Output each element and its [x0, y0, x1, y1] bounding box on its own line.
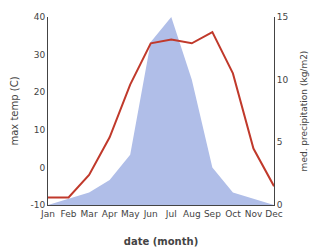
svg-text:Feb: Feb — [61, 209, 77, 219]
svg-text:Jan: Jan — [40, 209, 55, 219]
svg-text:Nov: Nov — [245, 209, 263, 219]
svg-text:0: 0 — [39, 163, 45, 173]
svg-text:Dec: Dec — [265, 209, 282, 219]
svg-text:40: 40 — [34, 12, 46, 22]
svg-text:May: May — [121, 209, 140, 219]
svg-text:Jul: Jul — [165, 209, 177, 219]
svg-text:30: 30 — [34, 50, 46, 60]
svg-text:-10: -10 — [30, 200, 45, 210]
svg-text:Jun: Jun — [143, 209, 158, 219]
svg-text:date (month): date (month) — [124, 236, 198, 247]
svg-text:med. precipitation (kg/m2): med. precipitation (kg/m2) — [299, 51, 309, 172]
svg-text:10: 10 — [277, 75, 289, 85]
svg-text:Oct: Oct — [225, 209, 241, 219]
svg-text:20: 20 — [34, 87, 46, 97]
svg-text:max temp (C): max temp (C) — [9, 76, 20, 145]
svg-text:15: 15 — [277, 12, 288, 22]
svg-text:5: 5 — [277, 137, 283, 147]
svg-text:Apr: Apr — [102, 209, 118, 219]
svg-text:0: 0 — [277, 200, 283, 210]
svg-text:Aug: Aug — [183, 209, 201, 219]
svg-text:Sep: Sep — [204, 209, 221, 219]
svg-text:10: 10 — [34, 125, 46, 135]
svg-text:Mar: Mar — [81, 209, 98, 219]
